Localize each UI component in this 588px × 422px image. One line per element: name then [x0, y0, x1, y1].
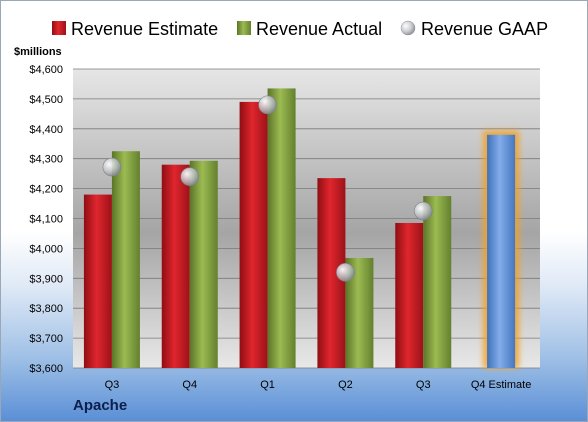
bar-estimate-1: [83, 194, 112, 368]
legend-item-gaap: Revenue GAAP: [400, 19, 548, 39]
legend: Revenue Estimate Revenue Actual Revenue …: [52, 19, 548, 39]
legend-label-gaap: Revenue GAAP: [421, 19, 548, 39]
y-tick-label: $4,000: [29, 243, 63, 255]
x-tick-label: Q4 Estimate: [471, 379, 532, 391]
bar-estimate-3: [239, 101, 268, 368]
company-name: Apache: [73, 397, 128, 414]
legend-item-estimate: Revenue Estimate: [52, 19, 218, 39]
y-tick-label: $3,600: [29, 363, 63, 375]
gaap-marker-1: [102, 157, 122, 177]
legend-swatch-actual: [237, 21, 251, 35]
legend-item-actual: Revenue Actual: [237, 19, 382, 39]
x-tick-label: Q1: [260, 379, 275, 391]
y-tick-label: $4,200: [29, 184, 63, 196]
y-tick-label: $4,300: [29, 154, 63, 166]
y-axis-unit-label: $millions: [14, 46, 62, 58]
bars: [83, 88, 516, 368]
gaap-markers: [102, 95, 433, 282]
y-tick-label: $4,100: [29, 214, 63, 226]
x-axis-ticks: Q3 Q4 Q1 Q2 Q3 Q4 Estimate: [105, 379, 532, 391]
y-tick-label: $3,900: [29, 273, 63, 285]
legend-label-estimate: Revenue Estimate: [71, 19, 218, 39]
x-tick-label: Q2: [338, 379, 353, 391]
gaap-marker-4: [336, 263, 355, 282]
bar-actual-1: [111, 151, 140, 368]
gaap-marker-5: [413, 201, 433, 221]
y-tick-label: $4,500: [29, 94, 63, 106]
y-axis-ticks: $3,600 $3,700 $3,800 $3,900 $4,000 $4,100 $4,2…: [29, 64, 63, 375]
bar-estimate-6: [487, 134, 516, 368]
gridlines: [73, 68, 540, 369]
gaap-marker-3: [258, 95, 277, 115]
gaap-marker-2: [180, 167, 200, 186]
bar-actual-5: [423, 196, 452, 368]
bar-actual-3: [267, 88, 296, 368]
bar-estimate-2: [161, 164, 190, 368]
y-tick-label: $4,400: [29, 124, 63, 136]
legend-swatch-estimate: [52, 21, 66, 35]
legend-label-actual: Revenue Actual: [256, 19, 382, 39]
y-tick-label: $4,600: [29, 64, 63, 76]
y-tick-label: $3,800: [29, 303, 63, 315]
x-tick-label: Q4: [182, 379, 197, 391]
legend-swatch-gaap: [400, 20, 416, 36]
x-tick-label: Q3: [416, 379, 431, 391]
x-tick-label: Q3: [105, 379, 120, 391]
bar-actual-2: [189, 160, 218, 368]
bar-estimate-5: [395, 222, 424, 368]
y-tick-label: $3,700: [29, 333, 63, 345]
